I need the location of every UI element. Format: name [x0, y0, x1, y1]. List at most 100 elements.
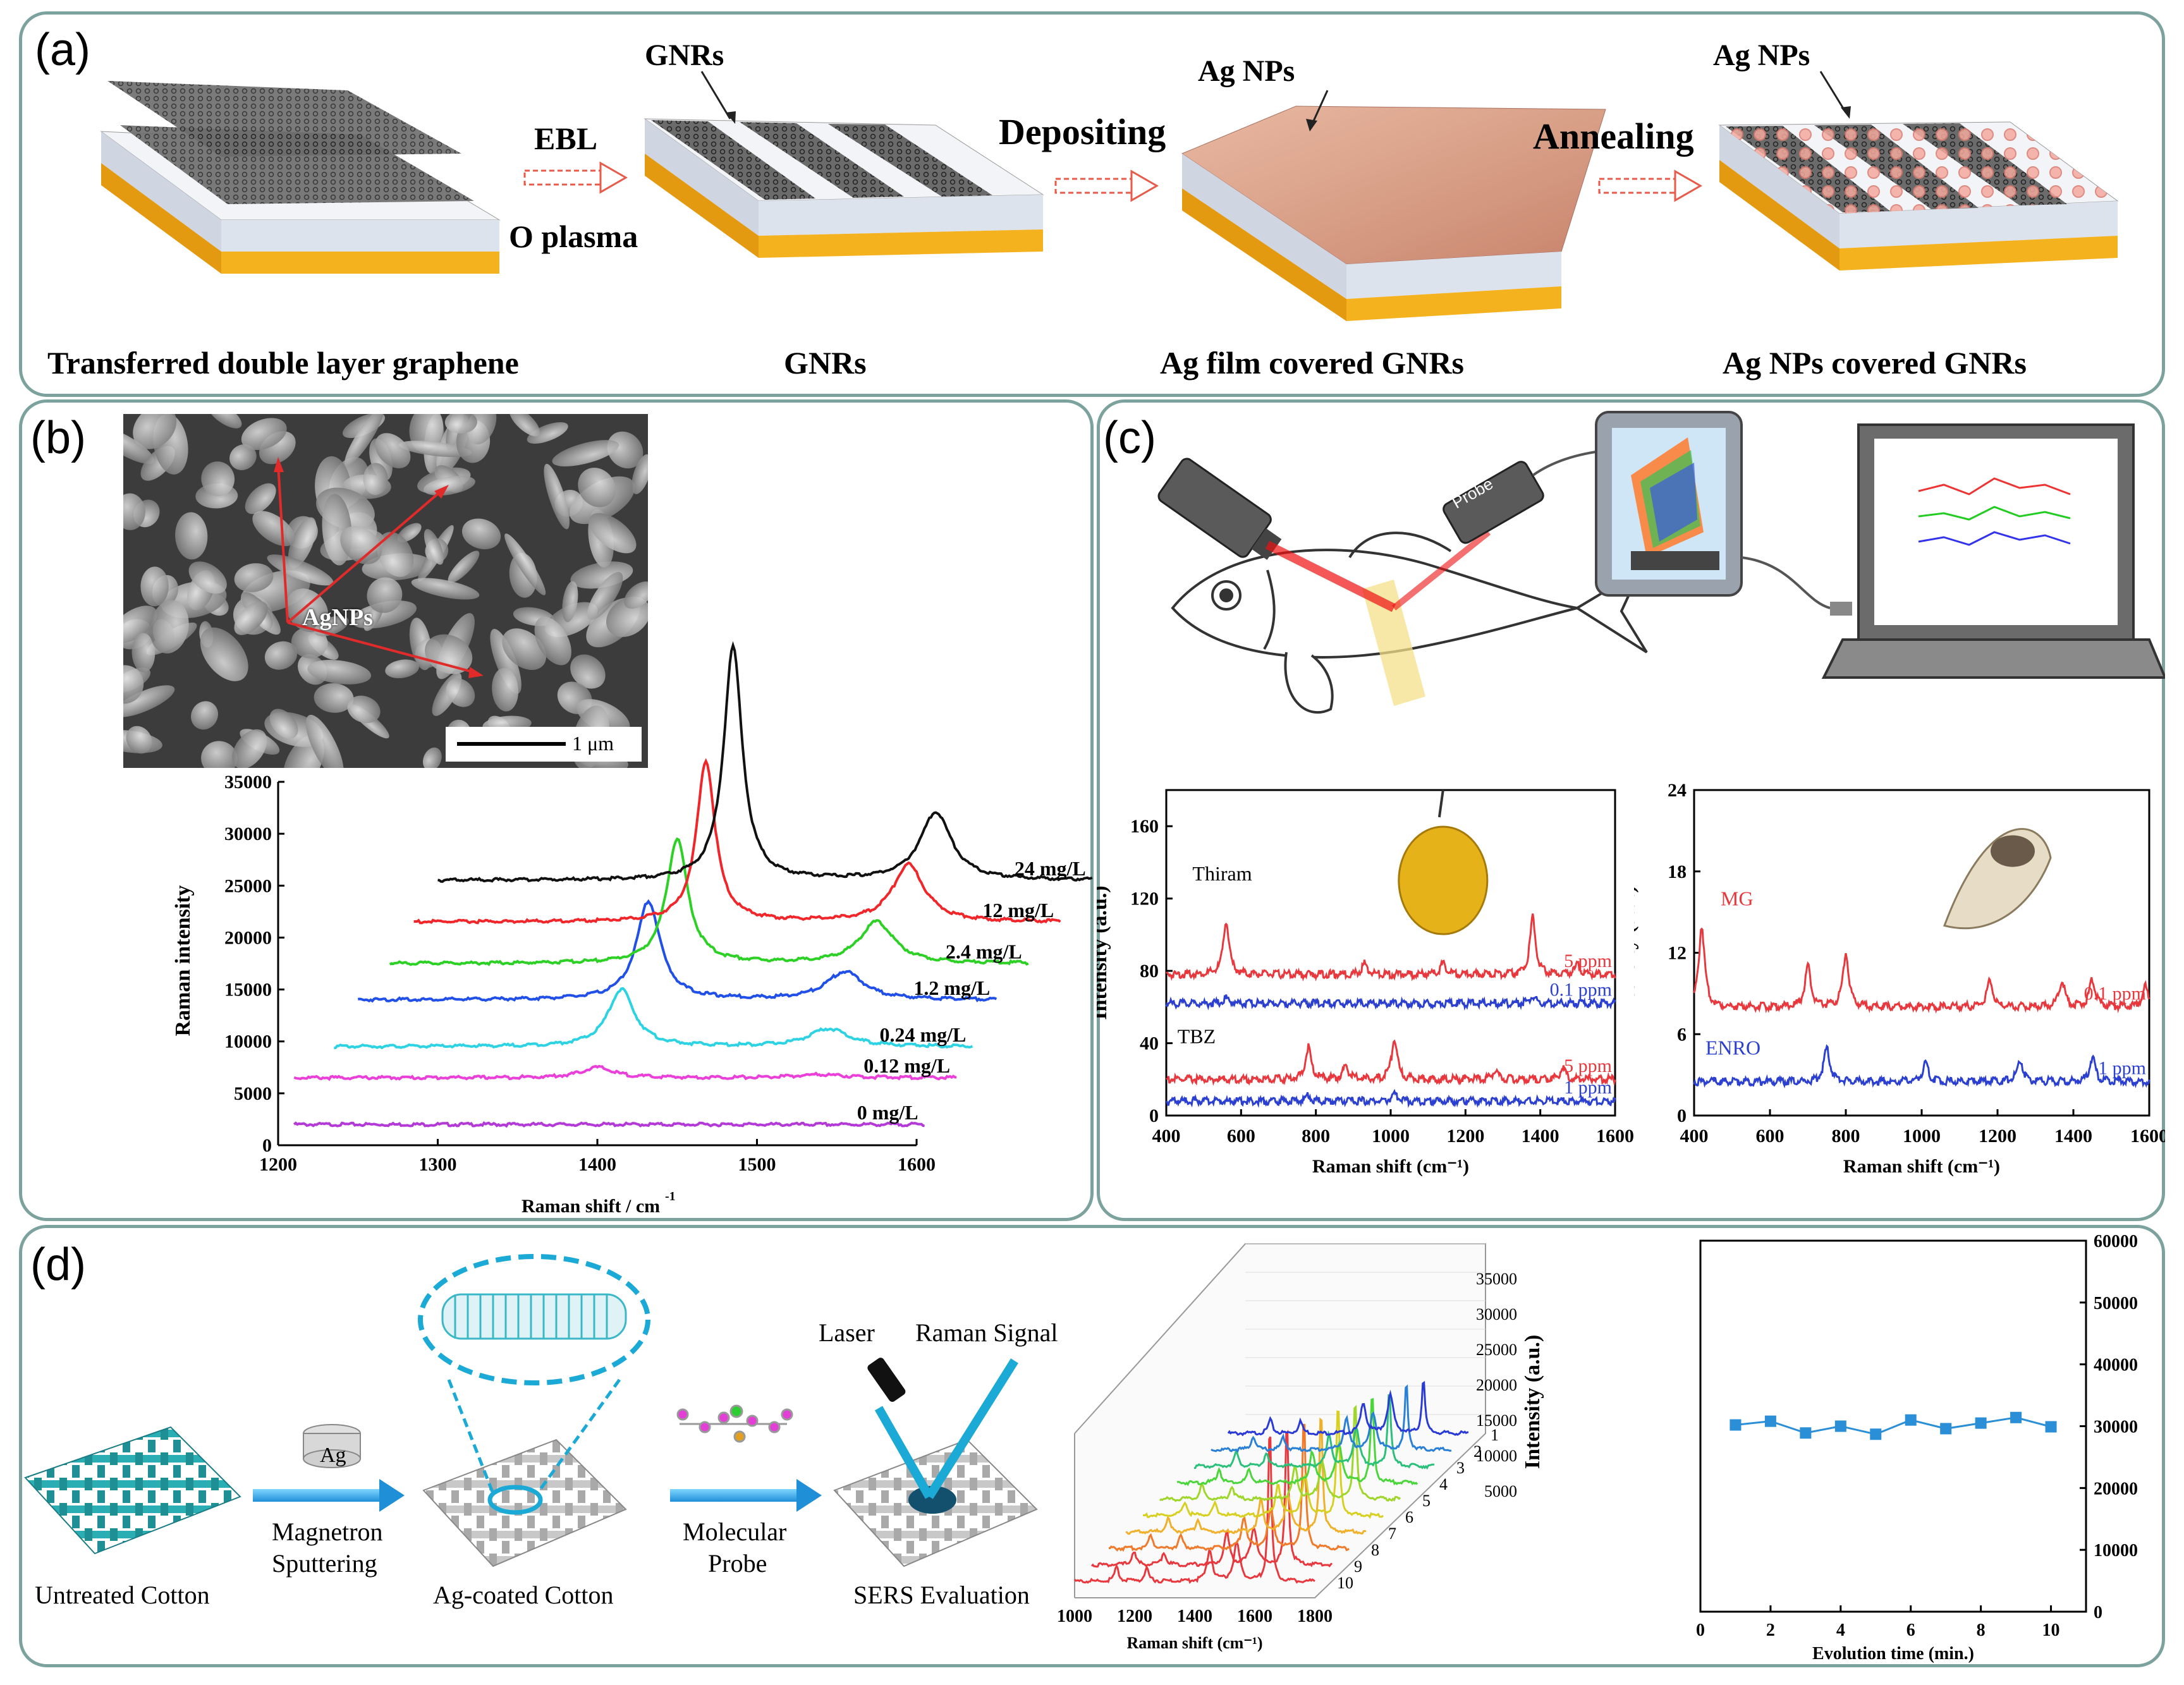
y-tick-label: 40 [1140, 1033, 1159, 1054]
fillet-skin [1991, 835, 2035, 867]
y-axis-label: Intensity (a.u.) [1634, 885, 1639, 1020]
sem-grain [375, 433, 411, 468]
concentration-label: 5 ppm [1564, 951, 1612, 971]
spectrum-index-label: 6 [1405, 1508, 1413, 1526]
y-tick-label: 18 [1668, 861, 1687, 882]
plot-frame [1693, 789, 2150, 1117]
data-point [1800, 1427, 1812, 1439]
untreated-cotton [24, 1426, 241, 1555]
label-molecular: Molecular [683, 1518, 787, 1546]
x-tick-label: 1400 [1522, 1126, 1559, 1147]
spectrum-index-label: 3 [1456, 1459, 1465, 1477]
panel-c-illustration [1157, 411, 2165, 714]
x-tick-label: 2 [1766, 1621, 1775, 1640]
sem-grain [123, 685, 175, 717]
x-tick-label: 1400 [1177, 1607, 1212, 1626]
data-point [1834, 1420, 1846, 1432]
x-tick-label: 400 [1152, 1126, 1181, 1147]
sem-grain [234, 563, 274, 592]
block-graphene [100, 81, 501, 274]
panel-b-label: (b) [30, 413, 86, 463]
sem-grain [587, 572, 623, 620]
sem-grain [126, 726, 152, 754]
y-tick-label: 25000 [224, 875, 272, 896]
series-label: 12 mg/L [982, 899, 1054, 922]
x-tick-label: 1600 [2130, 1126, 2165, 1147]
label-ag-target: Ag [320, 1444, 346, 1467]
data-point [1940, 1423, 1952, 1435]
z-tick-label: 15000 [1476, 1411, 1517, 1430]
z-tick-label: 20000 [1476, 1376, 1517, 1394]
x-axis-label: Evolution time (min.) [1812, 1644, 1974, 1664]
sem-grain [188, 561, 227, 594]
data-point [1730, 1419, 1742, 1431]
series-label: 24 mg/L [1015, 857, 1086, 880]
x-tick-label: 1000 [1057, 1607, 1092, 1626]
label-raman-signal: Raman Signal [915, 1318, 1058, 1347]
series-line [334, 987, 973, 1050]
sem-scale-bar-label: 1 μm [572, 732, 614, 755]
series-line [389, 837, 1029, 966]
fiber-bundle [441, 1293, 627, 1340]
data-point [2045, 1421, 2057, 1433]
concentration-label: 0.1 ppm [1550, 980, 1612, 1001]
y-axis-label: Intensity (a.u.) [1097, 885, 1111, 1020]
x-tick-label: 6 [1906, 1621, 1915, 1640]
sem-grain [385, 659, 420, 679]
y-tick-label: 24 [1668, 780, 1687, 801]
y-tick-label: 20000 [2094, 1479, 2138, 1499]
label-evaluation: SERS Evaluation [853, 1581, 1030, 1609]
concentration-label: 1 ppm [2098, 1057, 2146, 1078]
series-label: 2.4 mg/L [946, 940, 1022, 963]
sem-grain [347, 695, 381, 724]
sem-grain [492, 667, 519, 712]
z-axis-label: Intensity (a.u.) [1521, 1335, 1544, 1469]
spectrum-trace [1176, 1397, 1418, 1487]
sem-grain [345, 414, 384, 466]
x-tick-label: 1800 [1297, 1607, 1333, 1626]
y-tick-label: 6 [1677, 1024, 1687, 1045]
y-tick-label: 0 [262, 1135, 272, 1156]
sem-grain [234, 601, 268, 635]
spectrum-index-label: 8 [1371, 1541, 1379, 1559]
sem-grain [307, 660, 372, 684]
spectrum-trace [1193, 1394, 1435, 1470]
plot-frame [1165, 789, 1616, 1117]
sem-grain [131, 633, 156, 672]
sem-grain [314, 683, 354, 713]
x-tick-label: 1200 [259, 1154, 297, 1175]
sem-grain [207, 414, 242, 429]
sem-grain [527, 422, 568, 444]
spectrum-index-label: 1 [1491, 1426, 1499, 1444]
chart-b-ylabel: Raman intensity [171, 885, 195, 1037]
sem-grain [123, 665, 144, 704]
sem-grain [123, 428, 154, 464]
spectrum-trace [1073, 1436, 1315, 1585]
series-line [413, 758, 1061, 925]
z-tick-label: 10000 [1476, 1447, 1517, 1465]
x-tick-label: 1000 [1372, 1126, 1410, 1147]
spectrum-line [1166, 1039, 1616, 1086]
sem-grain [288, 517, 317, 568]
series-line [293, 1064, 957, 1081]
sem-grain [534, 616, 571, 666]
x-tick-label: 600 [1756, 1126, 1784, 1147]
sem-grain [589, 513, 637, 554]
arrow-sputter [253, 1479, 405, 1512]
probe-device [1443, 461, 1544, 544]
sem-grain [578, 468, 616, 508]
series-line [437, 641, 1093, 883]
y-tick-label: 0 [2094, 1603, 2102, 1622]
x-tick-label: 1200 [1446, 1126, 1484, 1147]
block-ag-film [1181, 106, 1606, 321]
x-tick-label: 10 [2042, 1621, 2060, 1640]
x-tick-label: 600 [1227, 1126, 1255, 1147]
chart-c-left: 400 600 800 1000 1200 1400 1600 0 40 80 120 160 Rama… [1097, 789, 1634, 1177]
panel-d-label: (d) [30, 1239, 86, 1290]
sem-grain [201, 461, 235, 497]
arrow-ebl [523, 161, 628, 194]
chart-d-stability: 0 2 4 6 8 10 0 10000 20000 30000 40000 50000 60000 Ev… [1696, 1232, 2138, 1664]
label-laser: Laser [819, 1318, 875, 1347]
spectrum-trace [1142, 1410, 1384, 1519]
y-tick-label: 10000 [2094, 1541, 2138, 1560]
